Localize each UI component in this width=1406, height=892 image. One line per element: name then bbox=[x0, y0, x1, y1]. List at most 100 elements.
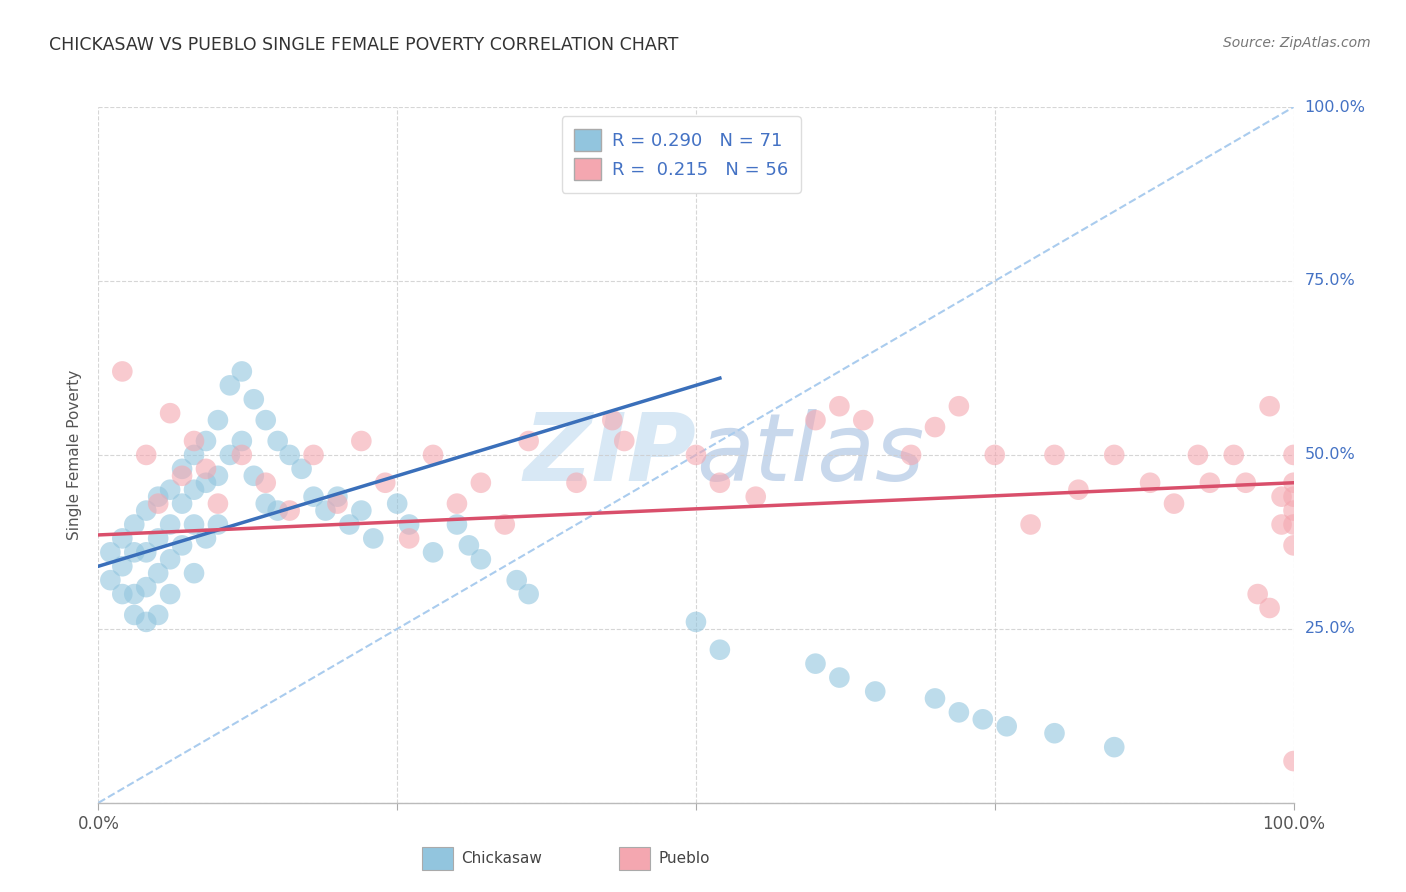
Point bbox=[804, 657, 827, 671]
Point bbox=[948, 399, 970, 413]
Point bbox=[506, 573, 529, 587]
Point bbox=[98, 545, 122, 559]
Point bbox=[458, 538, 481, 552]
Text: 25.0%: 25.0% bbox=[1305, 622, 1355, 636]
Y-axis label: Single Female Poverty: Single Female Poverty bbox=[67, 370, 83, 540]
Text: Source: ZipAtlas.com: Source: ZipAtlas.com bbox=[1223, 36, 1371, 50]
Point bbox=[398, 517, 420, 532]
Point bbox=[1258, 601, 1281, 615]
Point bbox=[183, 434, 205, 448]
Point bbox=[219, 448, 242, 462]
Point bbox=[494, 517, 516, 532]
Point bbox=[231, 364, 253, 378]
Point bbox=[863, 684, 886, 698]
Point bbox=[1271, 490, 1294, 504]
Point bbox=[1282, 503, 1305, 517]
Point bbox=[172, 538, 194, 552]
Point bbox=[422, 545, 444, 559]
Point bbox=[148, 566, 170, 581]
Point bbox=[1246, 587, 1268, 601]
Point bbox=[517, 587, 540, 601]
Point bbox=[254, 475, 277, 490]
Point bbox=[172, 468, 194, 483]
Point bbox=[267, 434, 290, 448]
Point bbox=[148, 490, 170, 504]
Text: CHICKASAW VS PUEBLO SINGLE FEMALE POVERTY CORRELATION CHART: CHICKASAW VS PUEBLO SINGLE FEMALE POVERT… bbox=[49, 36, 679, 54]
Point bbox=[183, 483, 205, 497]
Point bbox=[983, 448, 1005, 462]
Point bbox=[254, 413, 277, 427]
Point bbox=[948, 706, 970, 720]
Point bbox=[231, 434, 253, 448]
Point bbox=[111, 364, 134, 378]
Point bbox=[194, 434, 217, 448]
Point bbox=[148, 532, 170, 546]
Point bbox=[183, 448, 205, 462]
Point bbox=[709, 642, 731, 657]
Point bbox=[159, 587, 181, 601]
Point bbox=[470, 475, 492, 490]
Point bbox=[350, 434, 373, 448]
Point bbox=[1258, 399, 1281, 413]
Point bbox=[135, 615, 157, 629]
Point bbox=[685, 615, 707, 629]
Point bbox=[1102, 448, 1125, 462]
Point bbox=[183, 566, 205, 581]
Point bbox=[709, 475, 731, 490]
Text: Chickasaw: Chickasaw bbox=[461, 851, 543, 865]
Point bbox=[1222, 448, 1246, 462]
Point bbox=[159, 552, 181, 566]
Point bbox=[924, 691, 946, 706]
Point bbox=[565, 475, 588, 490]
Point bbox=[111, 587, 134, 601]
Text: 100.0%: 100.0% bbox=[1305, 100, 1365, 114]
Point bbox=[159, 483, 181, 497]
Point bbox=[1187, 448, 1209, 462]
Point bbox=[278, 503, 301, 517]
Point bbox=[995, 719, 1018, 733]
Point bbox=[1282, 517, 1305, 532]
Point bbox=[194, 475, 217, 490]
Point bbox=[172, 462, 194, 476]
Point bbox=[148, 607, 170, 622]
Point bbox=[315, 503, 337, 517]
Point bbox=[470, 552, 492, 566]
Point bbox=[363, 532, 385, 546]
Point bbox=[1282, 538, 1305, 552]
Point bbox=[326, 497, 349, 511]
Point bbox=[231, 448, 253, 462]
Point bbox=[124, 607, 146, 622]
Point bbox=[194, 462, 217, 476]
Text: Pueblo: Pueblo bbox=[658, 851, 710, 865]
Point bbox=[1019, 517, 1042, 532]
Point bbox=[972, 712, 994, 726]
Point bbox=[159, 406, 181, 420]
Point bbox=[326, 490, 349, 504]
Point bbox=[124, 545, 146, 559]
Point bbox=[1282, 448, 1305, 462]
Point bbox=[1282, 475, 1305, 490]
Point bbox=[267, 503, 290, 517]
Point bbox=[337, 517, 360, 532]
Point bbox=[1198, 475, 1220, 490]
Point bbox=[111, 532, 134, 546]
Point bbox=[517, 434, 540, 448]
Point bbox=[135, 545, 157, 559]
Point bbox=[422, 448, 444, 462]
Point bbox=[1139, 475, 1161, 490]
Text: 75.0%: 75.0% bbox=[1305, 274, 1355, 288]
Point bbox=[278, 448, 301, 462]
Point bbox=[302, 490, 325, 504]
Point bbox=[1282, 754, 1305, 768]
Point bbox=[194, 532, 217, 546]
Point bbox=[600, 413, 623, 427]
Point bbox=[207, 413, 229, 427]
Point bbox=[1234, 475, 1257, 490]
Point bbox=[924, 420, 946, 434]
Point bbox=[243, 392, 266, 407]
Text: 50.0%: 50.0% bbox=[1305, 448, 1355, 462]
Point bbox=[135, 503, 157, 517]
Point bbox=[243, 468, 266, 483]
Point bbox=[98, 573, 122, 587]
Point bbox=[900, 448, 922, 462]
